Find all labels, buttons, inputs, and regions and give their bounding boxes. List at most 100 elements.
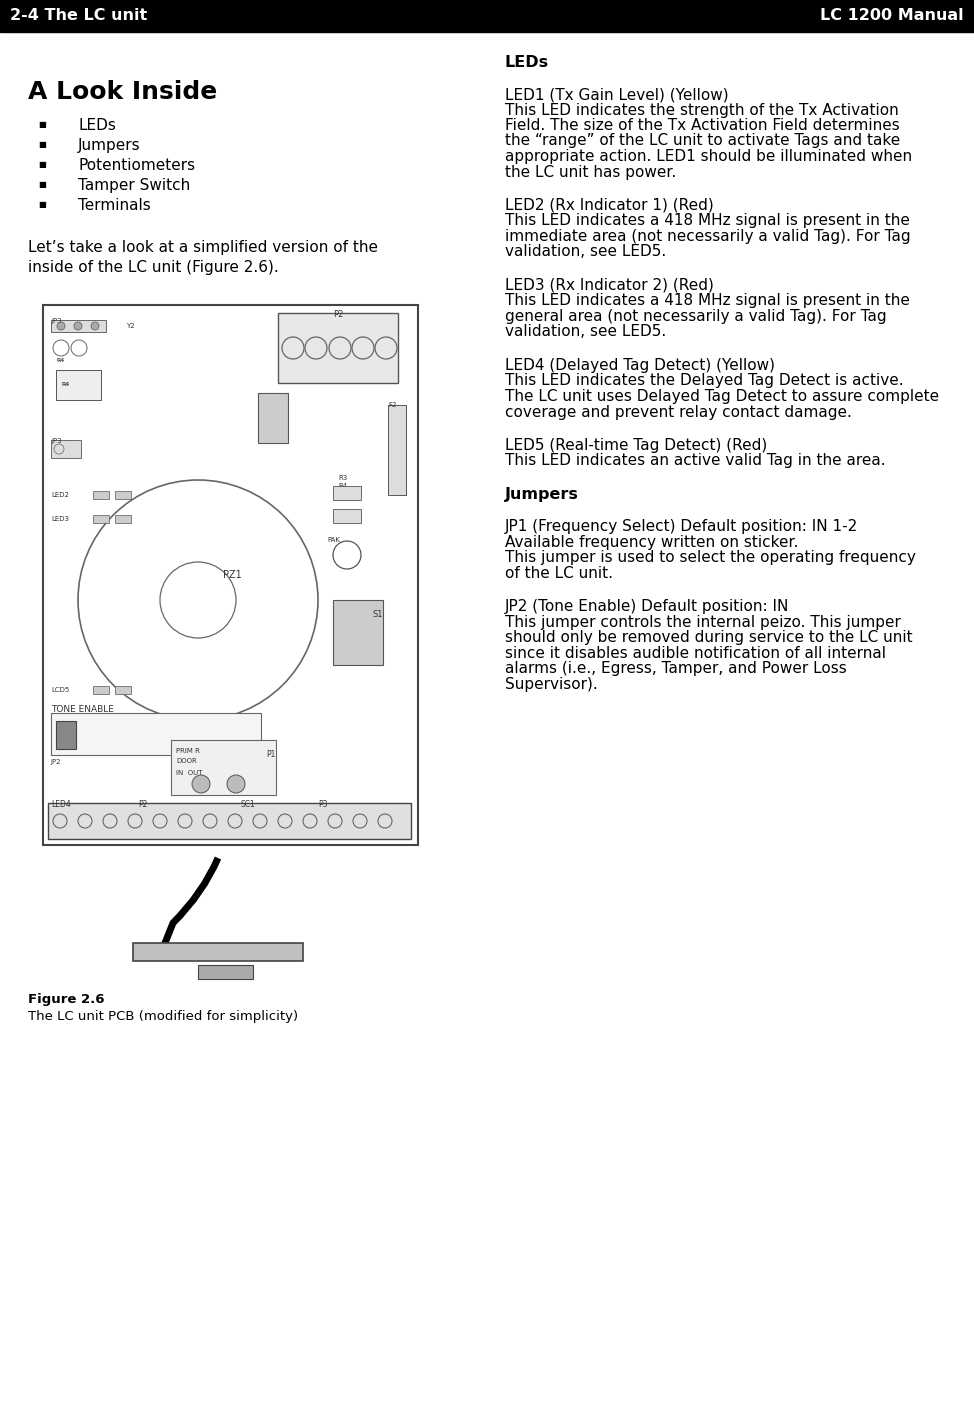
Text: This jumper controls the internal peizo. This jumper: This jumper controls the internal peizo.… [505,614,901,630]
Circle shape [192,775,210,794]
Text: LED2: LED2 [51,491,69,498]
Text: the “range” of the LC unit to activate Tags and take: the “range” of the LC unit to activate T… [505,134,900,148]
Text: LED4 (Delayed Tag Detect) (Yellow): LED4 (Delayed Tag Detect) (Yellow) [505,359,775,373]
Text: P2: P2 [138,801,148,809]
Text: SC1: SC1 [241,801,255,809]
Bar [115,686,131,695]
Text: Field. The size of the Tx Activation Field determines: Field. The size of the Tx Activation Fie… [505,119,900,133]
Text: JP3: JP3 [51,438,61,443]
Text: of the LC unit.: of the LC unit. [505,565,613,580]
Bar [198,964,253,979]
Circle shape [91,322,99,330]
Text: JP2 (Tone Enable) Default position: IN: JP2 (Tone Enable) Default position: IN [505,599,789,614]
Text: validation, see LED5.: validation, see LED5. [505,244,666,260]
Text: ■: ■ [38,160,46,169]
Text: ■: ■ [38,179,46,189]
Bar [56,722,76,748]
Text: F2: F2 [388,402,396,408]
Bar [93,686,109,695]
Bar [56,370,101,400]
Text: R4: R4 [61,383,69,387]
Circle shape [57,322,65,330]
Bar [0,0,974,30]
Bar [258,393,288,443]
Text: Y2: Y2 [126,323,134,329]
Text: LCD5: LCD5 [51,688,69,693]
Text: Jumpers: Jumpers [505,487,579,503]
Text: P3: P3 [318,801,327,809]
Bar [115,515,131,522]
Circle shape [74,322,82,330]
Text: ■: ■ [38,140,46,150]
Text: LED1 (Tx Gain Level) (Yellow): LED1 (Tx Gain Level) (Yellow) [505,88,729,102]
Text: alarms (i.e., Egress, Tamper, and Power Loss: alarms (i.e., Egress, Tamper, and Power … [505,661,846,676]
Text: Figure 2.6: Figure 2.6 [28,993,104,1005]
Text: R3
R4: R3 R4 [338,474,348,489]
Text: TONE ENABLE: TONE ENABLE [51,705,114,714]
Text: This LED indicates a 418 MHz signal is present in the: This LED indicates a 418 MHz signal is p… [505,213,910,229]
Text: ■: ■ [38,120,46,128]
Text: The LC unit PCB (modified for simplicity): The LC unit PCB (modified for simplicity… [28,1010,298,1024]
Text: PAK: PAK [327,537,340,544]
Bar [93,515,109,522]
Bar [51,441,81,457]
Text: should only be removed during service to the LC unit: should only be removed during service to… [505,630,913,645]
Text: LED3: LED3 [51,515,69,522]
Text: Tamper Switch: Tamper Switch [78,178,190,193]
Circle shape [227,775,245,794]
Text: 2-4 The LC unit: 2-4 The LC unit [10,7,147,23]
Text: Let’s take a look at a simplified version of the
inside of the LC unit (Figure 2: Let’s take a look at a simplified versio… [28,240,378,275]
Text: LED4: LED4 [51,801,71,809]
Bar [115,491,131,498]
Text: validation, see LED5.: validation, see LED5. [505,325,666,339]
Text: DOOR: DOOR [176,758,197,764]
Text: JP3: JP3 [51,318,61,323]
Text: LEDs: LEDs [78,119,116,133]
Bar [48,803,411,839]
Bar [43,305,418,844]
Text: S1: S1 [372,610,383,618]
Text: JP1 (Frequency Select) Default position: IN 1-2: JP1 (Frequency Select) Default position:… [505,520,858,534]
Text: since it disables audible notification of all internal: since it disables audible notification o… [505,645,886,661]
Bar [171,740,276,795]
Text: coverage and prevent relay contact damage.: coverage and prevent relay contact damag… [505,404,852,419]
Text: LC 1200 Manual: LC 1200 Manual [820,7,964,23]
Text: LEDs: LEDs [505,55,549,71]
Bar [333,508,361,522]
Text: appropriate action. LED1 should be illuminated when: appropriate action. LED1 should be illum… [505,150,912,164]
Text: This LED indicates a 418 MHz signal is present in the: This LED indicates a 418 MHz signal is p… [505,294,910,308]
Text: Terminals: Terminals [78,198,151,213]
Bar [388,405,406,496]
Text: LED5 (Real-time Tag Detect) (Red): LED5 (Real-time Tag Detect) (Red) [505,438,768,453]
Text: Available frequency written on sticker.: Available frequency written on sticker. [505,535,799,549]
Text: Jumpers: Jumpers [78,138,140,152]
Text: This LED indicates the strength of the Tx Activation: This LED indicates the strength of the T… [505,103,899,117]
Text: the LC unit has power.: the LC unit has power. [505,165,676,179]
Text: P1: P1 [266,750,276,760]
Text: The LC unit uses Delayed Tag Detect to assure complete: The LC unit uses Delayed Tag Detect to a… [505,388,939,404]
Text: JP2: JP2 [50,760,60,765]
Bar [333,486,361,500]
Text: Supervisor).: Supervisor). [505,676,598,692]
Text: ■: ■ [38,201,46,209]
Text: LED3 (Rx Indicator 2) (Red): LED3 (Rx Indicator 2) (Red) [505,278,714,294]
Text: PRIM R: PRIM R [176,748,200,754]
Text: immediate area (not necessarily a valid Tag). For Tag: immediate area (not necessarily a valid … [505,229,911,244]
Text: Potentiometers: Potentiometers [78,158,195,174]
Bar [333,600,383,665]
Text: LED2 (Rx Indicator 1) (Red): LED2 (Rx Indicator 1) (Red) [505,198,714,213]
Bar [51,713,261,755]
Text: A Look Inside: A Look Inside [28,80,217,104]
Bar [133,943,303,962]
Text: This LED indicates the Delayed Tag Detect is active.: This LED indicates the Delayed Tag Detec… [505,374,904,388]
Text: P2: P2 [333,311,343,319]
Bar [278,313,398,383]
Bar [51,321,106,332]
Text: IN  OUT: IN OUT [176,770,203,777]
Text: general area (not necessarily a valid Tag). For Tag: general area (not necessarily a valid Ta… [505,309,886,323]
Text: This jumper is used to select the operating frequency: This jumper is used to select the operat… [505,551,916,565]
Bar [0,30,974,32]
Text: R4: R4 [56,359,64,363]
Bar [93,491,109,498]
Text: This LED indicates an active valid Tag in the area.: This LED indicates an active valid Tag i… [505,453,885,469]
